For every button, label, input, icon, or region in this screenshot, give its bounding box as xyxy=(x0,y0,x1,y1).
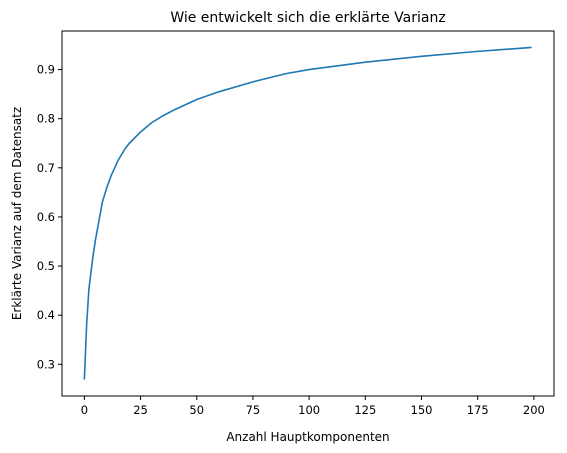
x-tick-label: 150 xyxy=(411,403,433,417)
y-axis-label: Erklärte Varianz auf dem Datensatz xyxy=(10,107,24,320)
y-tick-label: 0.9 xyxy=(37,63,55,77)
x-tick-label: 25 xyxy=(133,403,148,417)
y-tick-label: 0.8 xyxy=(37,112,55,126)
chart-title: Wie entwickelt sich die erklärte Varianz xyxy=(170,10,445,26)
y-tick-label: 0.6 xyxy=(37,210,55,224)
y-tick-label: 0.4 xyxy=(37,308,55,322)
x-tick-label: 200 xyxy=(523,403,545,417)
x-axis-label: Anzahl Hauptkomponenten xyxy=(226,430,389,444)
x-axis: 0 25 50 75 100 125 150 175 200 xyxy=(81,396,545,417)
y-tick-label: 0.7 xyxy=(37,161,55,175)
y-tick-label: 0.3 xyxy=(37,357,55,371)
x-tick-label: 125 xyxy=(354,403,376,417)
x-tick-label: 175 xyxy=(467,403,489,417)
y-tick-label: 0.5 xyxy=(37,259,55,273)
x-tick-label: 50 xyxy=(189,403,204,417)
x-tick-label: 0 xyxy=(81,403,88,417)
x-tick-label: 75 xyxy=(246,403,261,417)
plot-frame xyxy=(62,31,554,396)
series-layer xyxy=(84,47,531,379)
y-axis: 0.3 0.4 0.5 0.6 0.7 0.8 0.9 xyxy=(37,63,62,372)
series-line xyxy=(84,47,531,379)
x-tick-label: 100 xyxy=(298,403,320,417)
